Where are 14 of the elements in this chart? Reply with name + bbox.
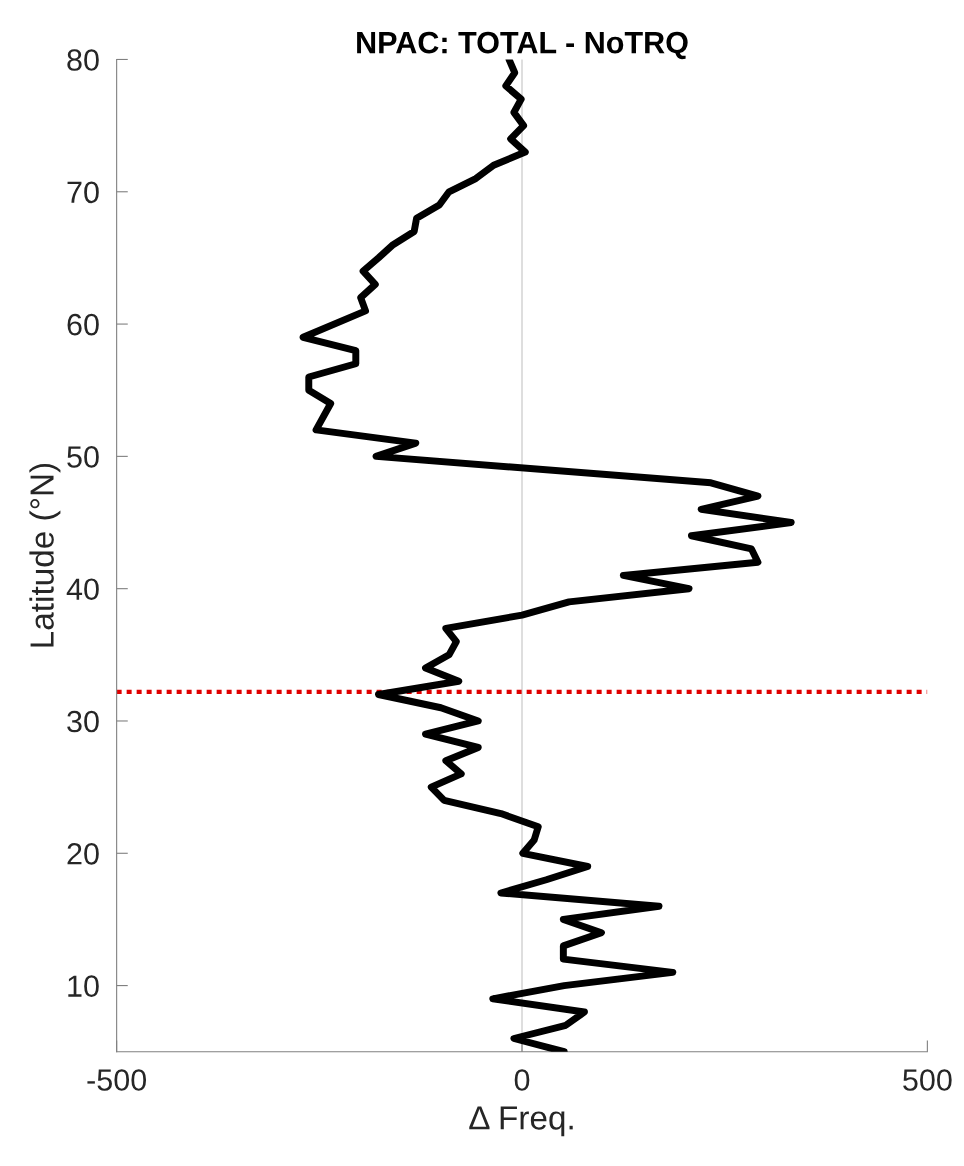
y-tick-label: 60 [67,313,99,336]
x-axis-title: Δ Freq. [469,1106,573,1137]
y-tick-label: 10 [68,975,99,997]
y-tick-label: 50 [67,446,99,468]
y-tick-label: 70 [67,181,99,204]
chart-title: NPAC: TOTAL - NoTRQ [357,31,688,60]
y-tick-label: 80 [67,49,99,71]
x-tick-label: -500 [87,1069,147,1091]
y-tick-label: 20 [67,843,99,865]
y-axis-title: Latitude (°N) [29,463,61,647]
y-tick-label: 40 [66,578,99,601]
y-tick-label: 30 [67,710,99,733]
x-tick-label: 500 [903,1069,952,1091]
x-tick-label: 0 [514,1069,530,1091]
